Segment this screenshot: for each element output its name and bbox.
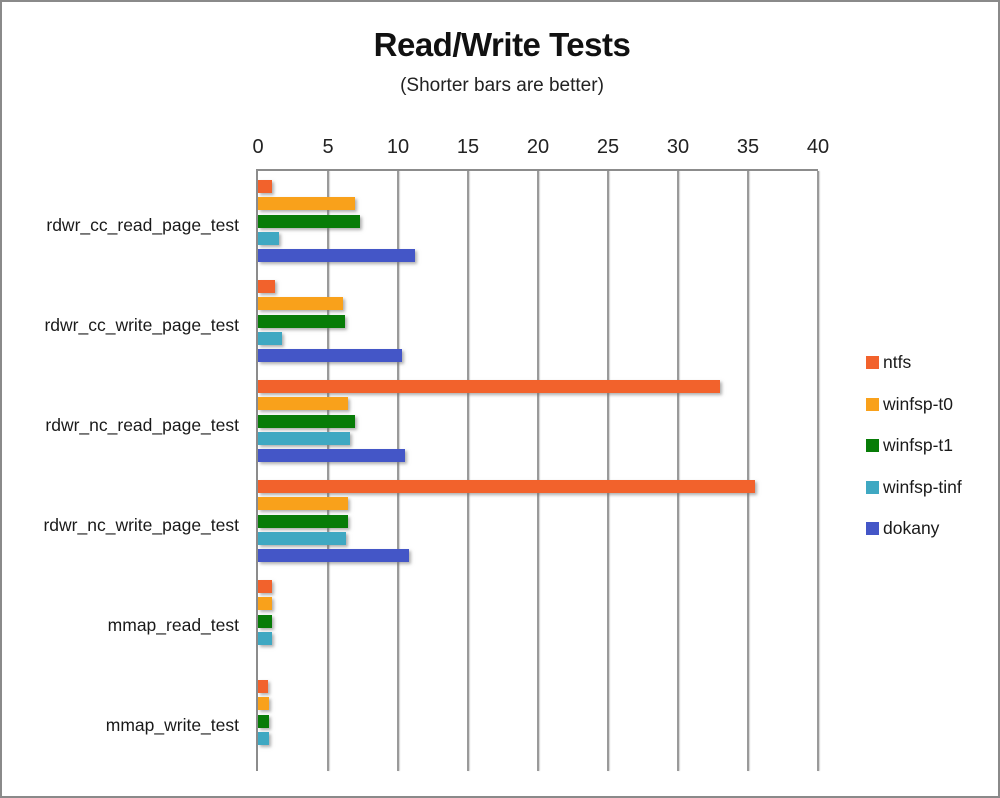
category-label: rdwr_cc_read_page_test — [46, 214, 239, 235]
bar-ntfs — [258, 380, 720, 393]
legend-label: winfsp-tinf — [883, 476, 962, 497]
bar-winfsp-t0 — [258, 397, 348, 411]
bar-winfsp-t0 — [258, 597, 272, 611]
x-axis-tick-label: 15 — [456, 136, 480, 158]
x-axis-tick-label: 5 — [322, 136, 334, 158]
bar-winfsp-tinf — [258, 331, 282, 345]
chart-subtitle: (Shorter bars are better) — [400, 75, 604, 96]
x-axis-tick-label: 0 — [252, 136, 264, 158]
legend-label: dokany — [883, 518, 940, 539]
bar-ntfs — [258, 480, 755, 493]
x-axis-tick-label: 20 — [526, 136, 550, 158]
bar-winfsp-tinf — [258, 531, 347, 545]
bar-winfsp-tinf — [258, 631, 272, 645]
bar-winfsp-t1 — [258, 414, 355, 428]
bar-winfsp-tinf — [258, 231, 279, 245]
bar-winfsp-t1 — [258, 314, 345, 328]
gridline — [677, 171, 679, 771]
bar-ntfs — [258, 580, 272, 593]
legend-swatch-icon — [866, 522, 879, 536]
gridline — [817, 171, 819, 771]
bar-dokany — [258, 349, 403, 363]
bar-winfsp-t1 — [258, 614, 272, 628]
category-label: mmap_read_test — [107, 614, 239, 635]
x-axis-tick-label: 30 — [666, 136, 690, 158]
bar-winfsp-t0 — [258, 197, 355, 211]
bar-dokany — [258, 549, 410, 563]
bar-winfsp-tinf — [258, 731, 269, 745]
x-axis-tick-label: 25 — [596, 136, 620, 158]
bar-ntfs — [258, 280, 275, 293]
legend-label: ntfs — [883, 352, 912, 373]
bar-winfsp-t0 — [258, 497, 348, 511]
x-axis-tick-label: 35 — [736, 136, 760, 158]
category-label: mmap_write_test — [105, 714, 239, 735]
legend-item: winfsp-t1 — [866, 425, 962, 467]
x-axis-tick-label: 10 — [386, 136, 410, 158]
gridline — [467, 171, 469, 771]
bar-winfsp-tinf — [258, 431, 351, 445]
gridline — [537, 171, 539, 771]
x-axis-labels: 0 5 10 15 20 25 30 35 40 — [2, 136, 998, 162]
legend-swatch-icon — [866, 439, 879, 453]
legend-item: winfsp-tinf — [866, 467, 962, 509]
category-labels: rdwr_cc_read_page_test rdwr_cc_write_pag… — [2, 171, 239, 771]
bar-winfsp-t1 — [258, 714, 270, 728]
category-label: rdwr_nc_write_page_test — [43, 514, 239, 535]
plot-area — [256, 169, 819, 771]
category-label: rdwr_cc_write_page_test — [44, 314, 239, 335]
legend-label: winfsp-t1 — [883, 435, 954, 456]
bar-winfsp-t0 — [258, 297, 344, 311]
legend-item: dokany — [866, 508, 962, 550]
legend-swatch-icon — [866, 356, 879, 370]
legend-swatch-icon — [866, 397, 879, 411]
gridline — [397, 171, 399, 771]
x-axis-tick-label: 40 — [806, 136, 830, 158]
legend: ntfs winfsp-t0 winfsp-t1 winfsp-tinf dok… — [866, 342, 962, 550]
bar-ntfs — [258, 680, 268, 693]
bar-winfsp-t0 — [258, 697, 269, 711]
legend-item: ntfs — [866, 342, 962, 384]
bar-dokany — [258, 449, 405, 463]
gridline — [607, 171, 609, 771]
bar-dokany — [258, 249, 415, 263]
gridline — [747, 171, 749, 771]
chart-title: Read/Write Tests — [373, 26, 631, 63]
bar-winfsp-t1 — [258, 214, 361, 228]
category-label: rdwr_nc_read_page_test — [45, 414, 239, 435]
bar-ntfs — [258, 180, 272, 193]
gridline — [327, 171, 329, 771]
legend-label: winfsp-t0 — [883, 393, 954, 414]
bar-winfsp-t1 — [258, 514, 348, 528]
legend-item: winfsp-t0 — [866, 384, 962, 426]
legend-swatch-icon — [866, 480, 879, 494]
